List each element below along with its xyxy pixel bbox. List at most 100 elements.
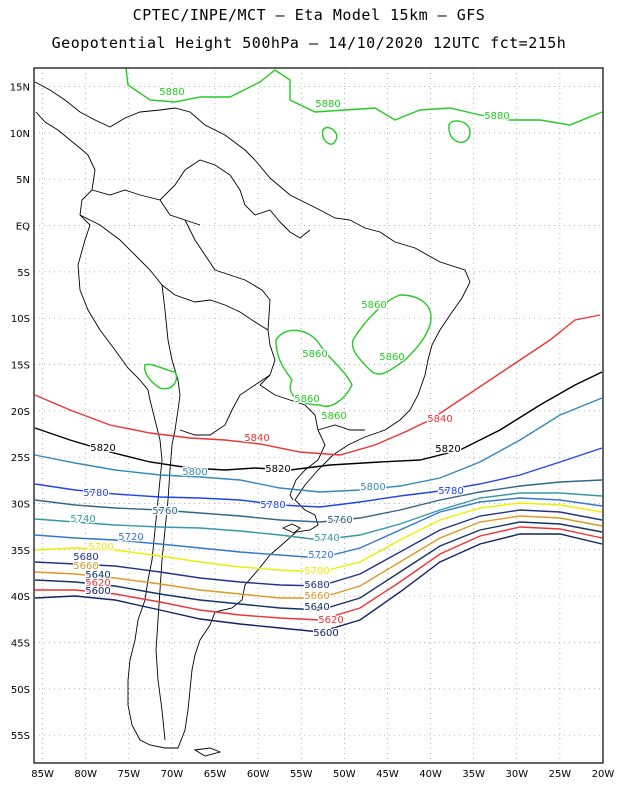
lon-tick-label: 80W <box>74 769 97 780</box>
contour-5840 <box>34 314 601 456</box>
contour-label-5760: 5760 <box>327 515 352 526</box>
contour-label-5640: 5640 <box>304 602 329 613</box>
contour-label-5680: 5680 <box>304 580 329 591</box>
contour-label-5880: 5880 <box>159 87 184 98</box>
lat-tick-label: 5N <box>16 175 30 186</box>
chart-title: CPTEC/INPE/MCT – Eta Model 15km – GFS <box>132 6 486 24</box>
contour-label-5620: 5620 <box>318 615 343 626</box>
lat-tick-label: 10S <box>11 314 30 325</box>
lon-tick-label: 60W <box>247 769 270 780</box>
lat-tick-label: 10N <box>10 129 30 140</box>
map-frame <box>33 67 604 764</box>
contour-label-5820: 5820 <box>265 464 290 475</box>
border-4 <box>229 174 281 223</box>
lon-tick-label: 45W <box>376 769 399 780</box>
contour-5760 <box>34 479 603 523</box>
lon-tick-label: 65W <box>204 769 227 780</box>
contour-label-5680: 5680 <box>73 552 98 563</box>
border-1 <box>79 214 276 386</box>
contour-label-5760: 5760 <box>152 506 177 517</box>
lon-tick-label: 50W <box>333 769 356 780</box>
border-7 <box>161 284 181 446</box>
contour-label-5820: 5820 <box>90 443 115 454</box>
contour-5680 <box>34 509 603 587</box>
contour-label-5780: 5780 <box>260 500 285 511</box>
contours <box>34 67 603 633</box>
lat-tick-label: 55S <box>11 731 30 742</box>
border-9 <box>179 374 271 436</box>
border-10 <box>289 429 326 501</box>
contour-label-5800: 5800 <box>182 467 207 478</box>
contour-5780 <box>34 447 603 508</box>
contour-label-5740: 5740 <box>70 514 95 525</box>
border-12 <box>317 424 365 431</box>
contour-label-5620: 5620 <box>85 578 110 589</box>
lat-tick-label: 40S <box>11 592 30 603</box>
coastlines-and-borders <box>34 81 471 757</box>
contour-label-5660: 5660 <box>304 591 329 602</box>
lon-tick-label: 55W <box>290 769 313 780</box>
contour-label-5860: 5860 <box>379 352 404 363</box>
lat-tick-label: EQ <box>16 222 30 233</box>
contour-label-5880: 5880 <box>484 111 509 122</box>
island-trinidad <box>281 523 301 534</box>
contour-label-5700: 5700 <box>88 542 113 553</box>
border-5 <box>279 221 311 239</box>
contour-label-5860: 5860 <box>361 300 386 311</box>
graticule-grid <box>34 68 604 763</box>
lon-tick-label: 30W <box>505 769 528 780</box>
border-6 <box>184 219 271 331</box>
border-11 <box>155 444 173 741</box>
border-3 <box>159 159 231 201</box>
contour-label-5800: 5800 <box>360 482 385 493</box>
lat-tick-label: 20S <box>11 407 30 418</box>
lat-tick-label: 15S <box>11 361 30 372</box>
border-8 <box>259 384 319 431</box>
lon-tick-label: 35W <box>462 769 485 780</box>
contour-label-5640: 5640 <box>85 570 110 581</box>
contour-label-5600: 5600 <box>313 628 338 639</box>
axis-ticks: 15N 10N 5N EQ 5S 10S 15S 20S 25S 30S 35S 40S 45S 50S 5… <box>10 83 615 780</box>
contour-label-5860: 5860 <box>294 394 319 405</box>
contour-5700 <box>34 502 603 573</box>
contour-5600 <box>34 533 603 633</box>
lat-tick-label: 45S <box>11 639 30 650</box>
coastline-south-america <box>34 81 471 749</box>
contour-label-5720: 5720 <box>308 550 333 561</box>
contour-label-5740: 5740 <box>314 533 339 544</box>
contour-label-5720: 5720 <box>118 532 143 543</box>
contour-label-5780: 5780 <box>438 486 463 497</box>
lat-tick-label: 15N <box>10 83 30 94</box>
contour-label-5840: 5840 <box>244 433 269 444</box>
contour-5860 <box>143 120 471 407</box>
chart-subtitle: Geopotential Height 500hPa – 14/10/2020 … <box>51 34 567 52</box>
contour-label-5600: 5600 <box>85 586 110 597</box>
contour-label-5700: 5700 <box>304 566 329 577</box>
contour-5820 <box>34 371 603 471</box>
lat-tick-label: 50S <box>11 685 30 696</box>
lon-tick-label: 40W <box>419 769 442 780</box>
contour-label-5820: 5820 <box>435 444 460 455</box>
contour-5660 <box>34 515 603 599</box>
contour-label-5860: 5860 <box>302 349 327 360</box>
lat-tick-label: 30S <box>11 500 30 511</box>
border-2 <box>91 189 201 226</box>
contour-label-5880: 5880 <box>315 99 340 110</box>
contour-5880 <box>125 67 603 126</box>
contour-label-5860: 5860 <box>321 411 346 422</box>
lat-tick-label: 35S <box>11 546 30 557</box>
contour-5740 <box>34 492 603 541</box>
lon-tick-label: 70W <box>161 769 184 780</box>
contour-5620 <box>35 526 603 621</box>
lon-tick-label: 75W <box>118 769 141 780</box>
lon-tick-label: 85W <box>31 769 54 780</box>
lat-tick-label: 25S <box>11 453 30 464</box>
lon-tick-label: 25W <box>549 769 572 780</box>
contour-label-5780: 5780 <box>83 488 108 499</box>
contour-5800 <box>34 397 603 493</box>
contour-label-5660: 5660 <box>73 561 98 572</box>
island-south <box>193 747 222 757</box>
contour-label-5840: 5840 <box>427 414 452 425</box>
